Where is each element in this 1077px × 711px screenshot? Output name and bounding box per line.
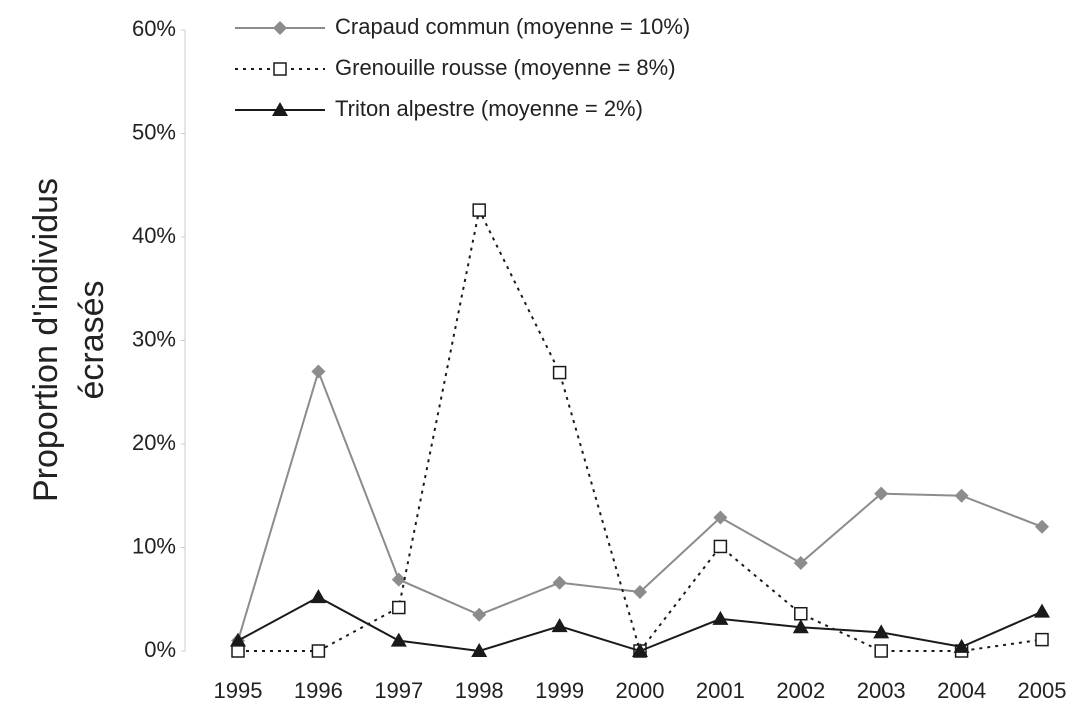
data-point — [633, 585, 647, 600]
y-tick-label: 20% — [132, 430, 176, 455]
y-tick-label: 10% — [132, 533, 176, 558]
data-point — [713, 539, 728, 554]
y-axis-label-line: écrasés — [73, 280, 111, 399]
x-tick-label: 2003 — [857, 678, 906, 703]
data-point — [472, 607, 487, 622]
data-point — [552, 575, 567, 590]
data-point — [310, 589, 327, 604]
series-line — [238, 207, 1043, 654]
data-point — [552, 365, 567, 380]
data-point — [1035, 632, 1049, 647]
x-tick-label: 1999 — [535, 678, 584, 703]
x-tick-label: 2000 — [616, 678, 665, 703]
x-tick-label: 1997 — [374, 678, 423, 703]
y-tick-label: 40% — [132, 223, 176, 248]
data-point — [390, 632, 407, 647]
data-point — [551, 618, 568, 633]
legend-label: Grenouille rousse (moyenne = 8%) — [335, 55, 676, 80]
data-point — [873, 624, 890, 639]
y-axis-label-line: Proportion d'individus — [27, 178, 65, 502]
data-point — [392, 600, 406, 615]
legend-label: Triton alpestre (moyenne = 2%) — [335, 96, 643, 121]
legend-marker — [272, 102, 288, 116]
y-tick-label: 60% — [132, 16, 176, 41]
legend-marker — [273, 21, 287, 35]
x-tick-label: 2005 — [1018, 678, 1067, 703]
data-point — [1035, 519, 1049, 534]
legend-marker — [273, 62, 287, 76]
data-point — [953, 638, 970, 653]
data-point — [472, 203, 486, 217]
data-point — [471, 643, 488, 657]
x-tick-label: 1995 — [214, 678, 263, 703]
x-tick-label: 1996 — [294, 678, 343, 703]
data-point — [632, 643, 648, 657]
y-tick-label: 50% — [132, 119, 176, 144]
data-point — [793, 556, 808, 571]
data-point — [230, 632, 246, 647]
series-line — [237, 368, 1043, 641]
data-point — [794, 606, 808, 621]
x-tick-label: 2002 — [776, 678, 825, 703]
data-point — [311, 364, 326, 379]
data-point — [954, 488, 969, 503]
data-point — [391, 572, 406, 587]
data-point — [792, 619, 809, 634]
data-point — [874, 644, 888, 658]
y-tick-label: 0% — [144, 637, 176, 662]
y-tick-label: 30% — [132, 326, 176, 351]
x-tick-label: 2001 — [696, 678, 745, 703]
data-point — [874, 486, 889, 501]
data-point — [712, 610, 729, 625]
data-point — [311, 644, 326, 658]
x-tick-label: 2004 — [937, 678, 986, 703]
data-point — [1034, 603, 1050, 618]
y-axis-label: Proportion d'individus écrasés — [27, 178, 111, 502]
legend-label: Crapaud commun (moyenne = 10%) — [335, 14, 690, 39]
series-line — [237, 596, 1043, 653]
data-point — [231, 644, 245, 658]
data-point — [713, 510, 728, 525]
x-tick-label: 1998 — [455, 678, 504, 703]
